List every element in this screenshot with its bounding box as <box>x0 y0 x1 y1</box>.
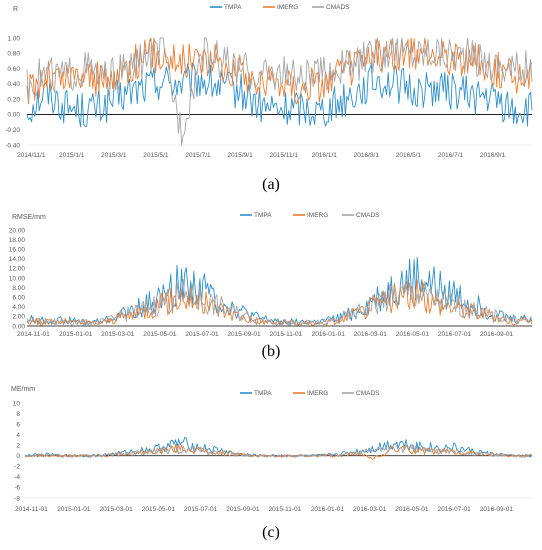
y-tick-label: 16.00 <box>9 247 26 254</box>
y-tick-label: 12.00 <box>9 266 26 273</box>
y-tick-label: 14.00 <box>9 256 26 263</box>
x-tick-label: 2015-05-01 <box>142 506 176 513</box>
x-tick-label: 2015-11-01 <box>270 331 303 338</box>
x-tick-label: 2015-09-01 <box>226 506 260 513</box>
caption-b: (b) <box>261 343 281 360</box>
x-tick-label: 2014-11-01 <box>17 331 50 338</box>
caption-a: (a) <box>262 176 280 193</box>
y-tick-label: 4 <box>16 432 20 439</box>
y-tick-label: 8 <box>16 411 20 418</box>
x-tick-label: 2015-05-01 <box>143 331 177 338</box>
y-tick-label: -8 <box>14 495 20 502</box>
y-tick-label: 6 <box>16 421 20 428</box>
x-tick-label: 2015/3/1 <box>101 152 127 159</box>
y-tick-label: 0.20 <box>7 96 20 103</box>
y-tick-label: -0.40 <box>5 142 20 149</box>
chart-svg-b: RMSE/mm 20.00 18.00 16.00 14.00 12.00 10.00 8.0… <box>9 212 533 338</box>
x-tick-label: 2015/11/1 <box>270 152 299 159</box>
chart-svg-a: R 1.00 0.80 0.60 0.40 0.20 0.00 -0.20 -0.40 2014/… <box>5 4 533 159</box>
x-tick-label: 2015/9/1 <box>227 152 253 159</box>
x-tick-label: 2016-07-01 <box>438 506 472 513</box>
x-tick-label: 2014/11/1 <box>17 152 46 159</box>
x-tick-label: 2016/7/1 <box>438 152 464 159</box>
x-tick-label: 2015-01-01 <box>57 506 91 513</box>
x-tick-label: 2016-09-01 <box>480 331 514 338</box>
series-line-cmads <box>26 37 533 146</box>
x-tick-label: 2014-11-01 <box>15 506 48 513</box>
legend-label-cmads: CMADS <box>326 4 350 11</box>
x-tick-label: 2016/9/1 <box>480 152 506 159</box>
x-tick-label: 2016-03-01 <box>353 506 387 513</box>
y-tick-label: 10.00 <box>9 275 26 282</box>
x-tick-label: 2015-03-01 <box>101 331 135 338</box>
y-tick-label: 0.40 <box>7 81 20 88</box>
chart-panel-a: R 1.00 0.80 0.60 0.40 0.20 0.00 -0.20 -0.40 2014/… <box>0 0 542 175</box>
y-tick-label: -2 <box>14 464 20 471</box>
x-tick-label: 2016-01-01 <box>312 331 346 338</box>
y-tick-label: 10 <box>13 400 21 407</box>
y-axis-label: ME/mm <box>11 386 35 393</box>
legend-label-cmads: CMADS <box>356 390 380 397</box>
y-tick-label: 0.00 <box>12 323 25 330</box>
y-tick-label: 0.00 <box>7 112 20 119</box>
chart-panel-b: RMSE/mm 20.00 18.00 16.00 14.00 12.00 10.00 8.0… <box>0 202 542 342</box>
series-line-cmads <box>24 443 533 458</box>
y-tick-label: 0.80 <box>7 51 20 58</box>
series-line-tmpa <box>26 257 533 326</box>
x-tick-label: 2016-09-01 <box>480 506 514 513</box>
x-tick-label: 2015-01-01 <box>59 331 93 338</box>
legend-label-imerg: IMERG <box>277 4 298 11</box>
y-tick-label: 2 <box>16 443 20 450</box>
y-axis-label: R <box>13 6 18 13</box>
legend-label-tmpa: TMPA <box>254 390 272 397</box>
x-tick-label: 2016/3/1 <box>354 152 380 159</box>
x-tick-label: 2015/5/1 <box>143 152 169 159</box>
y-tick-label: 1.00 <box>7 35 20 42</box>
x-tick-label: 2016-07-01 <box>438 331 472 338</box>
x-tick-label: 2016-05-01 <box>395 506 429 513</box>
x-tick-label: 2015-09-01 <box>227 331 261 338</box>
y-tick-label: -0.20 <box>5 127 20 134</box>
x-tick-label: 2015-07-01 <box>184 506 218 513</box>
legend-label-cmads: CMADS <box>356 212 380 219</box>
chart-panel-c: ME/mm 10 8 6 4 2 0 -2 -4 -6 -8 2014-11-01 2015-01-01… <box>0 378 542 523</box>
y-tick-label: 18.00 <box>9 237 26 244</box>
y-tick-label: 2.00 <box>12 314 25 321</box>
y-tick-label: -4 <box>14 474 20 481</box>
x-tick-label: 2015-07-01 <box>185 331 219 338</box>
y-tick-label: 8.00 <box>12 285 25 292</box>
series-line-cmads <box>26 278 533 326</box>
y-axis-label: RMSE/mm <box>12 214 46 221</box>
legend-label-tmpa: TMPA <box>224 4 242 11</box>
x-tick-label: 2016/5/1 <box>396 152 422 159</box>
caption-c: (c) <box>262 524 280 541</box>
x-tick-label: 2015-03-01 <box>100 506 134 513</box>
legend-label-imerg: IMERG <box>307 390 328 397</box>
x-tick-label: 2015/7/1 <box>185 152 211 159</box>
x-tick-label: 2016/1/1 <box>312 152 338 159</box>
y-tick-label: 0.60 <box>7 66 20 73</box>
x-tick-label: 2016-05-01 <box>396 331 430 338</box>
chart-svg-c: ME/mm 10 8 6 4 2 0 -2 -4 -6 -8 2014-11-01 2015-01-01… <box>11 386 533 513</box>
y-tick-label: 4.00 <box>12 304 25 311</box>
x-tick-label: 2015/1/1 <box>59 152 85 159</box>
legend-label-imerg: IMERG <box>307 212 328 219</box>
x-tick-label: 2015-11-01 <box>269 506 302 513</box>
x-tick-label: 2016-01-01 <box>311 506 345 513</box>
y-tick-label: -6 <box>14 485 20 492</box>
y-tick-label: 0 <box>16 453 20 460</box>
legend-label-tmpa: TMPA <box>254 212 272 219</box>
x-tick-label: 2016-03-01 <box>354 331 388 338</box>
y-tick-label: 6.00 <box>12 295 25 302</box>
y-tick-label: 20.00 <box>9 227 26 234</box>
series-line-tmpa <box>26 62 533 128</box>
